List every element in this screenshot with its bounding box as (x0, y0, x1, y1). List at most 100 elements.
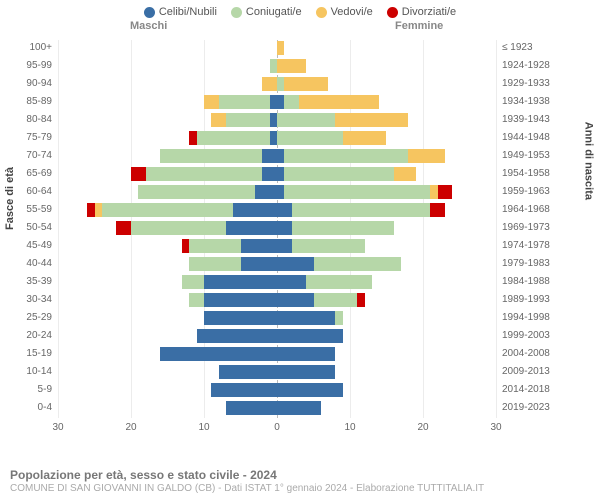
bar-group (58, 347, 496, 361)
bar-segment-female (277, 383, 343, 397)
age-label: 65-69 (12, 168, 52, 179)
x-axis: 3020100102030 (58, 422, 496, 436)
bar-segment-female (277, 95, 284, 109)
bar-segment-male (131, 167, 146, 181)
bar-group (58, 329, 496, 343)
bar-segment-female (277, 131, 343, 145)
age-label: 75-79 (12, 132, 52, 143)
age-label: 50-54 (12, 222, 52, 233)
legend-item: Celibi/Nubili (144, 6, 217, 18)
birth-year-label: 2014-2018 (502, 384, 564, 395)
bar-group (58, 41, 496, 55)
bar-segment-male (219, 365, 277, 379)
chart-container: Celibi/Nubili Coniugati/e Vedovi/e Divorzia… (0, 0, 600, 500)
age-row: 10-142009-2013 (58, 364, 496, 382)
bar-segment-female (292, 203, 431, 217)
legend-item: Divorziati/e (387, 6, 456, 18)
age-label: 45-49 (12, 240, 52, 251)
bar-group (58, 239, 496, 253)
bar-segment-male (189, 293, 204, 307)
bar-segment-female (277, 329, 343, 343)
bar-segment-female (277, 365, 335, 379)
bar-segment-female (277, 185, 284, 199)
bar-segment-female (357, 293, 364, 307)
bar-segment-female (277, 311, 335, 325)
birth-year-label: 1929-1933 (502, 78, 564, 89)
bar-segment-male (189, 239, 240, 253)
birth-year-label: 1994-1998 (502, 312, 564, 323)
bar-segment-male (131, 221, 226, 235)
header-female: Femmine (395, 20, 443, 32)
bar-segment-female (277, 203, 292, 217)
birth-year-label: 1949-1953 (502, 150, 564, 161)
bar-segment-female (335, 113, 408, 127)
bar-segment-male (241, 257, 278, 271)
x-tick: 10 (344, 422, 355, 433)
age-label: 85-89 (12, 96, 52, 107)
bar-segment-female (284, 95, 299, 109)
age-row: 25-291994-1998 (58, 310, 496, 328)
legend-item: Vedovi/e (316, 6, 373, 18)
age-row: 40-441979-1983 (58, 256, 496, 274)
bar-segment-male (226, 401, 277, 415)
age-label: 70-74 (12, 150, 52, 161)
bar-group (58, 77, 496, 91)
age-row: 20-241999-2003 (58, 328, 496, 346)
legend-swatch (316, 7, 327, 18)
rows: 100+≤ 192395-991924-192890-941929-193385… (58, 40, 496, 418)
bar-segment-female (292, 221, 394, 235)
x-tick: 10 (198, 422, 209, 433)
age-row: 30-341989-1993 (58, 292, 496, 310)
birth-year-label: 1924-1928 (502, 60, 564, 71)
bar-segment-male (211, 113, 226, 127)
x-tick: 20 (125, 422, 136, 433)
x-tick: 20 (417, 422, 428, 433)
legend-label: Celibi/Nubili (159, 6, 217, 18)
bar-segment-female (277, 41, 284, 55)
birth-year-label: ≤ 1923 (502, 42, 564, 53)
bar-segment-female (306, 275, 372, 289)
bar-segment-male (204, 311, 277, 325)
age-row: 50-541969-1973 (58, 220, 496, 238)
bar-segment-female (284, 167, 394, 181)
bar-group (58, 95, 496, 109)
legend-label: Coniugati/e (246, 6, 302, 18)
bar-segment-female (277, 239, 292, 253)
chart-title: Popolazione per età, sesso e stato civil… (10, 468, 484, 482)
x-tick: 30 (52, 422, 63, 433)
age-row: 80-841939-1943 (58, 112, 496, 130)
age-row: 85-891934-1938 (58, 94, 496, 112)
age-row: 15-192004-2008 (58, 346, 496, 364)
legend-swatch (231, 7, 242, 18)
age-label: 20-24 (12, 330, 52, 341)
bar-segment-male (138, 185, 255, 199)
x-tick: 30 (490, 422, 501, 433)
age-label: 10-14 (12, 366, 52, 377)
bar-segment-female (343, 131, 387, 145)
birth-year-label: 1974-1978 (502, 240, 564, 251)
age-row: 100+≤ 1923 (58, 40, 496, 58)
bar-segment-male (270, 131, 277, 145)
bar-segment-female (314, 293, 358, 307)
age-row: 45-491974-1978 (58, 238, 496, 256)
age-label: 80-84 (12, 114, 52, 125)
bar-segment-male (197, 131, 270, 145)
bar-segment-female (292, 239, 365, 253)
bar-segment-female (438, 185, 453, 199)
bar-segment-male (204, 293, 277, 307)
bar-segment-male (189, 131, 196, 145)
bar-segment-male (262, 149, 277, 163)
bar-segment-male (255, 185, 277, 199)
bar-group (58, 203, 496, 217)
bar-group (58, 221, 496, 235)
bar-segment-male (116, 221, 131, 235)
age-row: 0-42019-2023 (58, 400, 496, 418)
legend: Celibi/Nubili Coniugati/e Vedovi/e Divorzia… (0, 0, 600, 20)
bar-segment-male (270, 59, 277, 73)
age-label: 60-64 (12, 186, 52, 197)
bar-segment-female (277, 347, 335, 361)
footer: Popolazione per età, sesso e stato civil… (10, 468, 484, 494)
bar-segment-male (211, 383, 277, 397)
bar-segment-male (262, 167, 277, 181)
bar-group (58, 185, 496, 199)
